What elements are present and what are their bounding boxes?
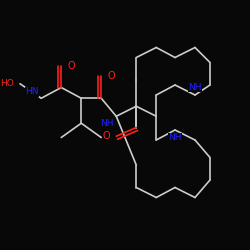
Text: HN: HN: [25, 88, 39, 96]
Text: NH: NH: [100, 119, 114, 128]
Text: NH: NH: [188, 83, 202, 92]
Text: O: O: [102, 131, 110, 141]
Text: O: O: [68, 61, 75, 71]
Text: O: O: [108, 71, 115, 81]
Text: HO: HO: [0, 79, 14, 88]
Text: NH: NH: [168, 133, 182, 142]
